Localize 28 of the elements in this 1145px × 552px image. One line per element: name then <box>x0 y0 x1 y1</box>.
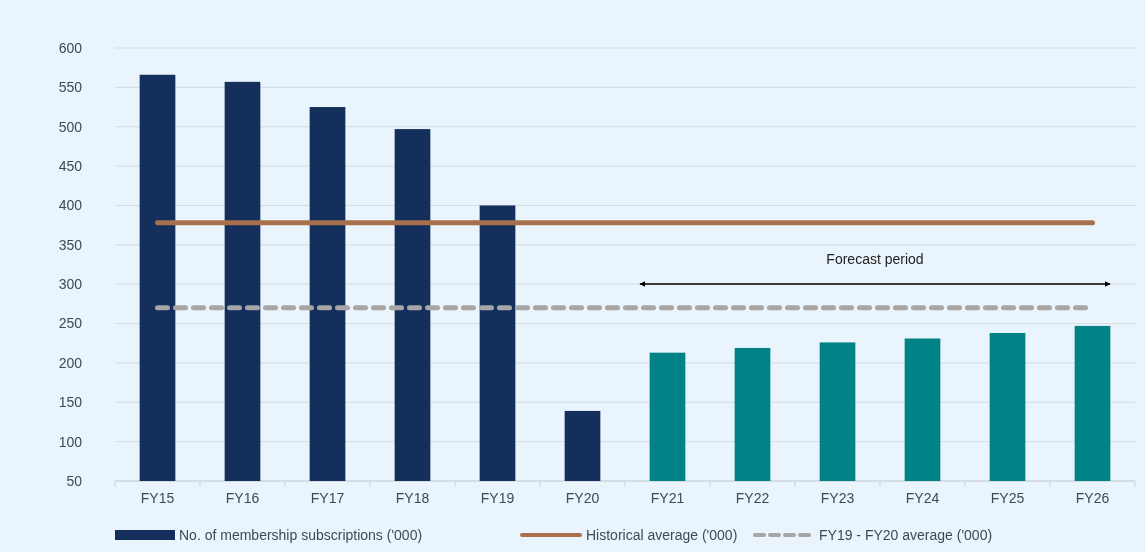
x-tick-label: FY18 <box>395 490 430 506</box>
x-tick-label: FY17 <box>310 490 345 506</box>
x-tick-label: FY21 <box>650 490 685 506</box>
x-tick-label: FY20 <box>565 490 600 506</box>
legend-label: FY19 - FY20 average ('000) <box>819 526 993 543</box>
x-tick-label: FY26 <box>1075 490 1110 506</box>
y-tick-label: 50 <box>66 472 83 489</box>
y-tick-label: 450 <box>58 157 83 174</box>
x-tick-label: FY24 <box>905 490 940 506</box>
x-tick-label: FY16 <box>225 490 260 506</box>
y-tick-label: 600 <box>58 39 83 56</box>
y-tick-label: 400 <box>58 197 83 214</box>
y-tick-label: 100 <box>58 433 83 450</box>
annotation: Forecast period <box>826 251 924 267</box>
y-tick-label: 350 <box>58 236 83 253</box>
y-tick-label: 150 <box>58 394 83 411</box>
legend-label: No. of membership subscriptions ('000) <box>179 526 423 543</box>
x-tick-label: FY23 <box>820 490 855 506</box>
y-tick-label: 300 <box>58 276 83 293</box>
x-tick-label: FY25 <box>990 490 1025 506</box>
y-tick-label: 500 <box>58 118 83 135</box>
legend-label: Historical average ('000) <box>586 526 738 543</box>
y-tick-label: 200 <box>58 354 83 371</box>
x-tick-label: FY22 <box>735 490 770 506</box>
y-tick-label: 250 <box>58 315 83 332</box>
y-tick-label: 550 <box>58 79 83 96</box>
x-tick-label: FY19 <box>480 490 515 506</box>
x-tick-label: FY15 <box>140 490 175 506</box>
